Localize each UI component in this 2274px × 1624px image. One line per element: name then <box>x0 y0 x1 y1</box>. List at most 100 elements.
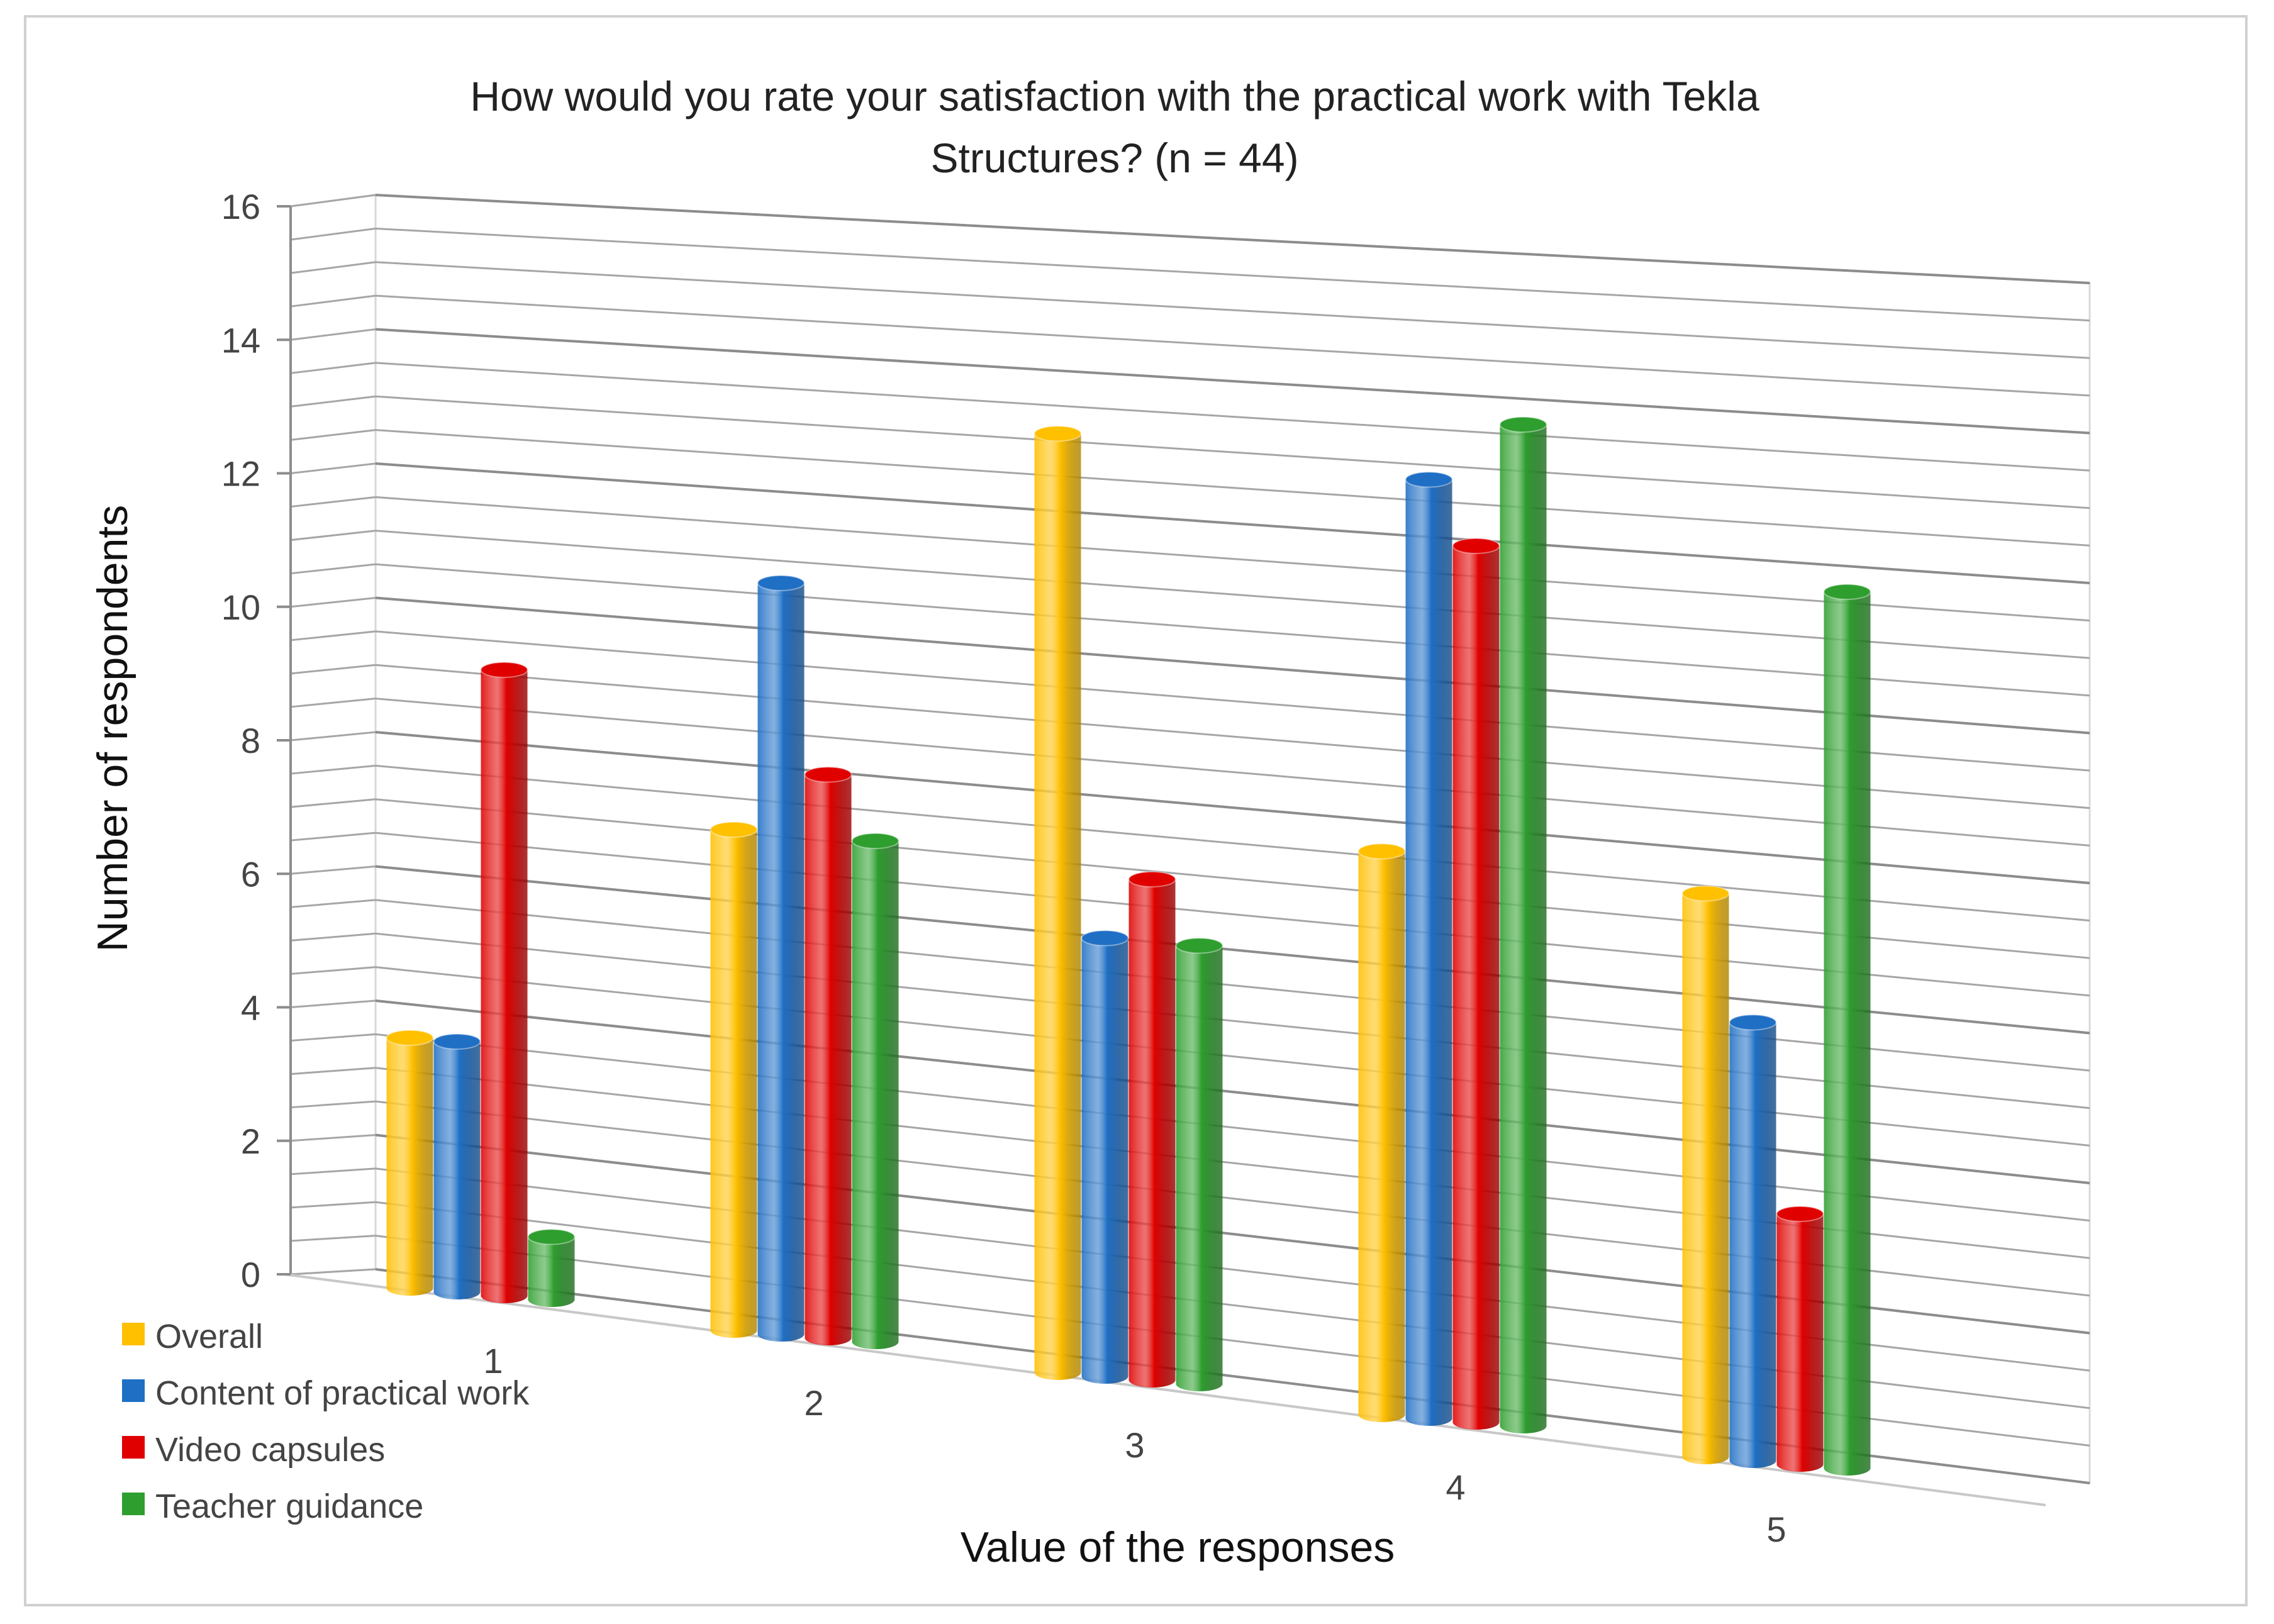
y-tick-label: 16 <box>221 187 260 226</box>
gridline-side <box>290 630 376 642</box>
bar-teacher-guidance-3 <box>1175 937 1223 1391</box>
gridline-side <box>290 999 376 1008</box>
gridline-side <box>290 1268 376 1276</box>
y-tick-label: 14 <box>221 320 260 360</box>
legend-swatch <box>122 1379 145 1402</box>
gridline-side <box>290 1033 376 1042</box>
gridline-side <box>290 764 376 775</box>
gridline-back <box>375 563 2090 697</box>
x-tick-labels: 1 2 3 4 5 <box>483 1341 1786 1549</box>
bar-video-capsules-5 <box>1776 1206 1824 1472</box>
gridline-side <box>290 865 376 875</box>
gridline-back <box>375 261 2090 359</box>
legend-label: Teacher guidance <box>155 1488 423 1525</box>
x-tick-label: 4 <box>1446 1467 1465 1507</box>
legend-swatch <box>122 1323 145 1345</box>
gridline-side <box>290 932 376 942</box>
bar-video-capsules-1 <box>480 662 528 1303</box>
bar-content-of-practical-work-2 <box>757 575 805 1342</box>
gridline-side <box>290 1134 376 1142</box>
gridline-back <box>375 328 2090 435</box>
gridline-back <box>375 831 2090 997</box>
gridline-back <box>375 999 2090 1184</box>
y-tick-label: 4 <box>241 988 260 1028</box>
gridline-side <box>290 597 376 608</box>
bar-overall-5 <box>1681 885 1730 1464</box>
y-axis-label: Number of respondents <box>89 505 137 952</box>
gridline-side <box>290 227 376 241</box>
gridline-back <box>375 227 2090 322</box>
chart-title-line2: Structures? (n = 44) <box>930 135 1298 181</box>
gridline-back <box>375 362 2090 472</box>
bar-video-capsules-2 <box>804 766 852 1345</box>
gridline-side <box>290 1167 376 1176</box>
gridline-side <box>290 664 376 675</box>
gridline-back <box>375 462 2090 584</box>
gridline-side <box>290 362 376 374</box>
gridline-back <box>375 395 2090 509</box>
gridline-back <box>375 294 2090 397</box>
gridline-back <box>375 496 2090 622</box>
gridline-side <box>290 831 376 842</box>
bar-content-of-practical-work-3 <box>1081 930 1129 1384</box>
bar-overall-4 <box>1357 843 1406 1422</box>
y-tick-label: 8 <box>241 721 260 760</box>
legend-swatch <box>122 1436 145 1459</box>
gridline-side <box>290 496 376 508</box>
gridline-side <box>290 1100 376 1109</box>
gridline-side <box>290 429 376 441</box>
gridline-side <box>290 899 376 908</box>
bars-layer <box>386 416 1871 1476</box>
gridline-back <box>375 664 2090 809</box>
gridline-side <box>290 294 376 308</box>
gridline-side <box>290 1235 376 1242</box>
legend-label: Video capsules <box>155 1431 385 1469</box>
gridline-back <box>375 194 2090 284</box>
gridline-side <box>290 395 376 408</box>
y-tick-label: 10 <box>221 587 260 627</box>
gridline-side <box>290 798 376 808</box>
bar-overall-3 <box>1034 425 1082 1380</box>
gridline-back <box>375 698 2090 847</box>
gridline-back <box>375 865 2090 1035</box>
gridline-side <box>290 1067 376 1076</box>
x-axis-label: Value of the responses <box>961 1523 1395 1571</box>
gridline-back <box>375 899 2090 1072</box>
bar-teacher-guidance-5 <box>1823 584 1871 1476</box>
bar-overall-2 <box>710 821 758 1338</box>
bar-teacher-guidance-1 <box>527 1228 576 1307</box>
gridline-back <box>375 630 2090 772</box>
gridline-side <box>290 966 376 975</box>
gridline-side <box>290 530 376 542</box>
gridline-back <box>375 764 2090 922</box>
gridlines <box>284 194 2090 1506</box>
y-tick-label: 2 <box>241 1121 260 1161</box>
gridline-side <box>290 261 376 274</box>
bar-video-capsules-3 <box>1128 871 1176 1388</box>
bar-video-capsules-4 <box>1452 538 1500 1430</box>
y-tick-label: 12 <box>221 454 260 494</box>
x-tick-label: 3 <box>1125 1425 1144 1465</box>
y-tick-label: 6 <box>241 854 260 894</box>
bar-overall-1 <box>386 1030 434 1296</box>
legend-swatch <box>122 1493 145 1515</box>
legend-label: Overall <box>155 1318 263 1355</box>
bar-content-of-practical-work-1 <box>433 1033 481 1299</box>
y-tick-label: 0 <box>241 1255 260 1294</box>
gridline-side <box>290 462 376 474</box>
gridline-side <box>290 698 376 708</box>
bar-content-of-practical-work-4 <box>1405 471 1453 1426</box>
x-tick-label: 1 <box>483 1341 503 1381</box>
gridline-back <box>375 596 2090 735</box>
bar-content-of-practical-work-5 <box>1729 1014 1777 1468</box>
bar-teacher-guidance-2 <box>851 833 900 1349</box>
side-wall <box>289 194 377 1276</box>
gridline-side <box>290 194 376 208</box>
gridline-side <box>290 1201 376 1209</box>
y-tick-labels: 0 2 4 6 8 10 12 14 16 <box>221 187 291 1294</box>
gridline-side <box>290 731 376 742</box>
gridline-back <box>375 1033 2090 1222</box>
gridline-back <box>375 429 2090 547</box>
